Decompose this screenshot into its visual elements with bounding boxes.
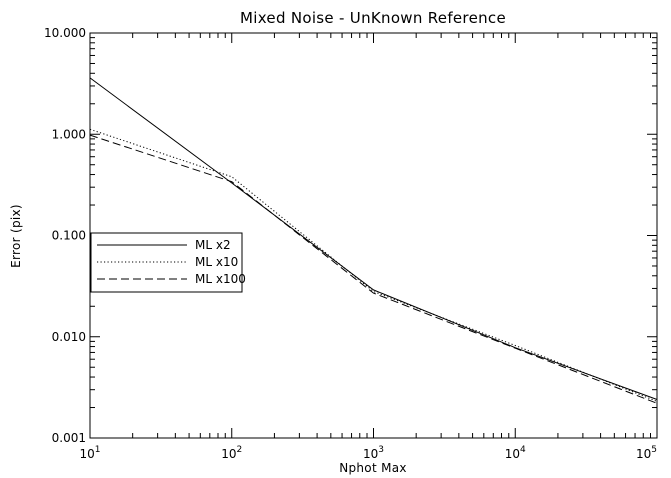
legend-label: ML x100 — [195, 272, 246, 286]
x-tick-label: 101 — [79, 445, 100, 461]
y-axis-label: Error (pix) — [9, 204, 23, 268]
x-tick-label: 103 — [363, 445, 384, 461]
series-line — [89, 134, 658, 404]
legend: ML x2 ML x10 ML x100 — [90, 232, 246, 293]
series-line — [89, 77, 658, 400]
y-tick-label: 10.000 — [44, 26, 86, 40]
series-lines — [89, 77, 658, 404]
x-tick-label: 104 — [505, 445, 526, 461]
y-tick-label: 0.001 — [52, 431, 86, 445]
chart-title: Mixed Noise - UnKnown Reference — [240, 9, 506, 27]
y-tick-label: 1.000 — [52, 127, 86, 141]
legend-label: ML x2 — [195, 238, 231, 252]
y-axis: 0.001 0.010 0.100 1.000 10.000 — [44, 26, 657, 445]
x-tick-label: 105 — [636, 445, 657, 461]
x-axis: 101 102 103 104 105 — [79, 33, 658, 461]
legend-box — [90, 232, 243, 293]
x-tick-label: 102 — [221, 445, 242, 461]
y-tick-label: 0.100 — [52, 229, 86, 243]
x-axis-label: Nphot Max — [339, 461, 407, 475]
legend-label: ML x10 — [195, 255, 238, 269]
y-tick-label: 0.010 — [52, 330, 86, 344]
